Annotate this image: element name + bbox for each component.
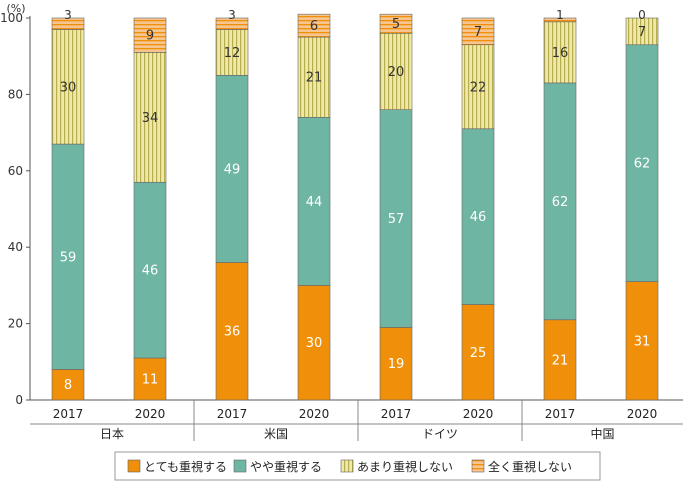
data-label: 62 (552, 195, 569, 210)
y-tick-label: 100 (0, 11, 23, 25)
bar-segment (379, 13, 413, 34)
year-tick-label: 2017 (217, 407, 248, 421)
year-tick-label: 2017 (381, 407, 412, 421)
bar-segment (379, 32, 413, 110)
legend-label: とても重視する (144, 459, 227, 474)
bar-segment (215, 29, 249, 76)
group-label: 中国 (590, 426, 614, 441)
data-label: 8 (64, 378, 72, 393)
data-label: 57 (388, 212, 405, 227)
y-unit-label: (%) (6, 2, 25, 15)
data-label: 7 (638, 25, 646, 40)
bar-segment (133, 17, 167, 53)
y-tick-label: 80 (8, 87, 23, 101)
data-label: 7 (474, 25, 482, 40)
data-label: 5 (392, 17, 400, 32)
legend-label: やや重視する (250, 459, 322, 474)
bar-segment (379, 109, 413, 328)
bar-segment (461, 44, 495, 130)
bar-segment (215, 262, 249, 401)
legend-swatch (340, 459, 354, 473)
group-label: 米国 (264, 427, 288, 441)
data-label: 1 (556, 8, 564, 22)
bar-segment (543, 21, 577, 84)
bar-segment (297, 13, 331, 38)
data-label: 19 (388, 357, 405, 372)
bar-segment (543, 17, 577, 23)
data-label: 62 (634, 157, 651, 172)
data-label: 31 (634, 334, 651, 349)
legend-box (114, 451, 601, 481)
bar-segment (215, 75, 249, 263)
bar-segment (133, 357, 167, 401)
y-tick-label: 60 (8, 164, 23, 178)
bar-segment (297, 117, 331, 286)
data-label: 46 (142, 264, 159, 279)
data-label: 3 (228, 8, 236, 22)
data-label: 34 (142, 111, 159, 126)
bar-segment (543, 82, 577, 321)
bar-segment (461, 304, 495, 401)
year-tick-label: 2020 (463, 407, 494, 421)
data-label: 21 (552, 353, 569, 368)
bar-segment (625, 281, 659, 401)
legend-swatch (233, 459, 247, 473)
data-label: 0 (638, 8, 646, 22)
data-label: 16 (552, 46, 569, 61)
data-label: 11 (142, 372, 159, 387)
bar-segment (51, 17, 85, 30)
year-tick-label: 2020 (627, 407, 658, 421)
data-label: 12 (224, 46, 241, 61)
data-label: 20 (388, 65, 405, 80)
y-tick-label: 20 (8, 317, 23, 331)
year-tick-label: 2020 (299, 407, 330, 421)
legend-label: 全く重視しない (488, 459, 572, 474)
bar-segment (625, 17, 659, 46)
bar-segment (379, 327, 413, 401)
data-label: 59 (60, 250, 77, 265)
data-label: 30 (60, 80, 77, 95)
data-label: 36 (224, 325, 241, 340)
legend-label: あまり重視しない (357, 459, 453, 474)
year-tick-label: 2017 (545, 407, 576, 421)
bar-segment (297, 36, 331, 118)
bar-segment (215, 17, 249, 30)
data-label: 44 (306, 195, 323, 210)
data-label: 46 (470, 210, 487, 225)
y-tick-label: 40 (8, 240, 23, 254)
data-label: 9 (146, 29, 154, 44)
data-label: 25 (470, 346, 487, 361)
year-tick-label: 2017 (53, 407, 84, 421)
year-tick-label: 2020 (135, 407, 166, 421)
legend-swatch (471, 459, 485, 473)
legend-swatch (127, 459, 141, 473)
data-label: 49 (224, 162, 241, 177)
group-label: 日本 (100, 427, 124, 441)
bar-segment (461, 128, 495, 305)
data-label: 22 (470, 80, 487, 95)
bar-segment (461, 17, 495, 46)
data-label: 21 (306, 71, 323, 86)
y-tick-label: 0 (15, 393, 23, 407)
data-label: 6 (310, 19, 318, 34)
data-label: 30 (306, 336, 323, 351)
group-label: ドイツ (422, 427, 458, 441)
data-label: 3 (64, 8, 72, 22)
